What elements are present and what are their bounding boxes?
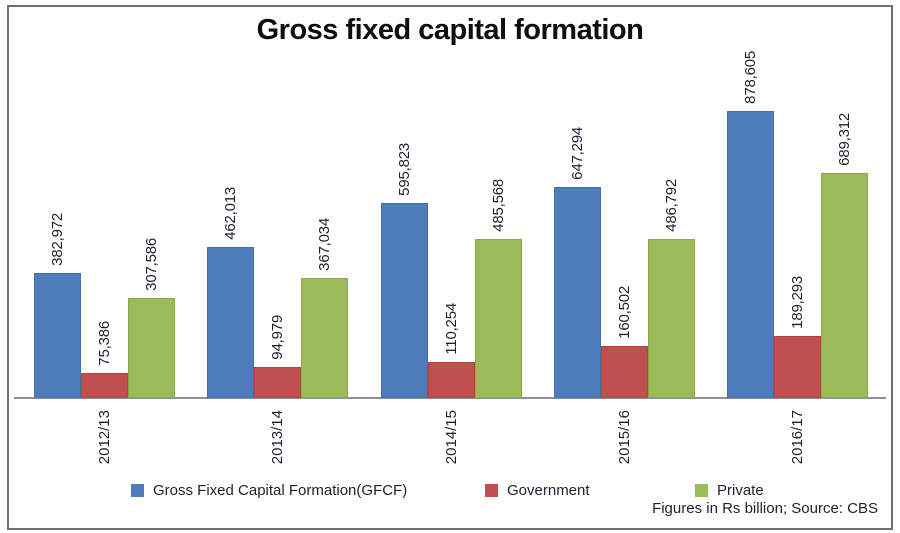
legend-swatch-icon	[485, 484, 498, 497]
chart-title: Gross fixed capital formation	[256, 14, 644, 46]
bar-government-2013-14	[254, 367, 301, 398]
legend-item-gross-fixed-capital-formation: Gross Fixed Capital Formation(GFCF)	[131, 482, 407, 499]
source-note: Figures in Rs billion; Source: CBS	[652, 500, 878, 517]
x-axis-label: 2012/13	[96, 410, 113, 465]
legend-label: Government	[507, 482, 590, 499]
value-label: 382,972	[49, 213, 66, 266]
value-label: 367,034	[316, 218, 333, 271]
bar-gross-fixed-capital-formation-2014-15	[381, 203, 428, 398]
value-label: 878,605	[742, 51, 759, 104]
bar-gross-fixed-capital-formation-2012-13	[34, 273, 81, 398]
bar-private-2012-13	[128, 298, 175, 398]
legend-swatch-icon	[695, 484, 708, 497]
value-label: 486,792	[663, 179, 680, 232]
value-label: 110,254	[443, 303, 460, 355]
bar-gross-fixed-capital-formation-2016-17	[727, 111, 774, 398]
value-label: 462,013	[222, 187, 239, 240]
x-axis-label: 2013/14	[269, 410, 286, 465]
value-label: 595,823	[396, 143, 413, 196]
value-label: 647,294	[569, 127, 586, 180]
legend-label: Private	[717, 482, 764, 499]
legend-item-private: Private	[695, 482, 764, 499]
value-label: 689,312	[836, 113, 853, 166]
bar-government-2012-13	[81, 373, 128, 398]
value-label: 189,293	[789, 276, 806, 329]
value-label: 307,586	[143, 238, 160, 291]
x-axis-label: 2015/16	[616, 410, 633, 465]
bar-government-2015-16	[601, 346, 648, 398]
bar-government-2014-15	[428, 362, 475, 398]
x-axis-label: 2016/17	[789, 410, 806, 465]
bar-private-2016-17	[821, 173, 868, 398]
value-label: 94,979	[269, 315, 286, 360]
bar-private-2013-14	[301, 278, 348, 398]
legend-swatch-icon	[131, 484, 144, 497]
value-label: 160,502	[616, 286, 633, 339]
x-axis-line	[14, 397, 886, 399]
bar-private-2015-16	[648, 239, 695, 398]
bar-gross-fixed-capital-formation-2013-14	[207, 247, 254, 398]
bar-government-2016-17	[774, 336, 821, 398]
bar-gross-fixed-capital-formation-2015-16	[554, 187, 601, 398]
bar-private-2014-15	[475, 239, 522, 398]
value-label: 485,568	[490, 179, 507, 232]
value-label: 75,386	[96, 321, 113, 366]
x-axis-label: 2014/15	[443, 410, 460, 465]
legend-item-government: Government	[485, 482, 590, 499]
legend-label: Gross Fixed Capital Formation(GFCF)	[153, 482, 408, 499]
